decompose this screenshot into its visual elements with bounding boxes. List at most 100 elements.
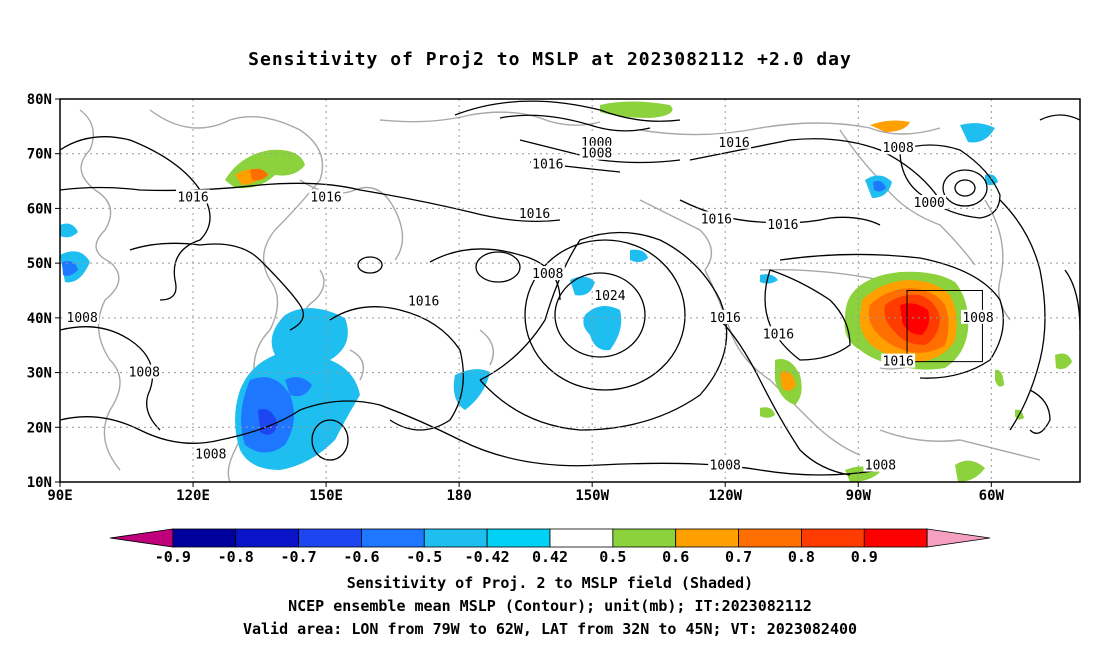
colorbar-label: -0.6 [343, 548, 379, 566]
contour-label-bg [912, 194, 947, 209]
footer-line-2: NCEP ensemble mean MSLP (Contour); unit(… [288, 597, 812, 615]
colorbar-label: 0.6 [662, 548, 689, 566]
contour-label-bg [193, 446, 228, 461]
contour-label-bg [176, 189, 211, 204]
valid-area-box [906, 290, 983, 363]
colorbar-label: -0.42 [465, 548, 510, 566]
colorbar-label: 0.9 [851, 548, 878, 566]
contour-label-bg [881, 140, 916, 155]
negative-region-cpac [583, 306, 622, 351]
colorbar-segment [172, 528, 237, 548]
colorbar-segment [801, 528, 865, 548]
contour-label: 1008 [865, 459, 896, 474]
lon-label: 90E [47, 488, 72, 504]
colorbar-segment [298, 528, 362, 548]
lat-label: 70N [27, 147, 52, 163]
contour-label: 1016 [408, 294, 439, 309]
contour-label-bg [579, 145, 614, 160]
contour-label-bg [579, 134, 614, 149]
lat-label: 10N [27, 475, 52, 491]
contour-label-bg [309, 189, 344, 204]
contour-label: 1016 [767, 218, 798, 233]
contour-label: 1016 [763, 327, 794, 342]
colorbar: -0.9 -0.8 -0.7 -0.6 -0.5 -0.42 0.42 0.5 0.6 0.7 0.… [109, 528, 991, 566]
contour-label-bg [406, 293, 441, 308]
colorbar-segment [863, 528, 928, 548]
contour-label: 1008 [581, 147, 612, 162]
contour-label-bg [65, 309, 100, 324]
contour-label: 1016 [519, 207, 550, 222]
contour-label-bg [961, 309, 995, 324]
map-frame [59, 98, 1081, 483]
footer-line-1: Sensitivity of Proj. 2 to MSLP field (Sh… [346, 574, 754, 592]
lon-label: 150W [575, 488, 609, 504]
contour-label: 1000 [914, 196, 945, 211]
contour-label: 1016 [177, 190, 208, 205]
colorbar-label: -0.5 [406, 548, 442, 566]
colorbar-label: 0.7 [725, 548, 752, 566]
contour-label: 1016 [701, 212, 732, 227]
map-title: Sensitivity of Proj2 to MSLP at 20230821… [248, 49, 852, 70]
colorbar-segment [486, 528, 551, 548]
contour-label: 1008 [710, 459, 741, 474]
contour-label: 1024 [594, 289, 625, 304]
contour-label-bg [863, 457, 898, 472]
coastlines [79, 109, 1041, 482]
colorbar-segment [612, 528, 677, 548]
lon-label: 150E [309, 488, 343, 504]
lat-label: 60N [27, 201, 52, 217]
colorbar-segment [423, 528, 488, 548]
contour-label: 1016 [710, 311, 741, 326]
contour-label-bg [708, 457, 743, 472]
lat-label: 50N [27, 256, 52, 272]
lat-label: 40N [27, 311, 52, 327]
colorbar-label: -0.8 [218, 548, 254, 566]
contour-label: 1008 [129, 366, 160, 381]
contour-label: 1016 [532, 158, 563, 173]
contour-label: 1008 [962, 311, 993, 326]
colorbar-segment [738, 528, 802, 548]
contour-label: 1008 [883, 141, 914, 156]
footer-line-3: Valid area: LON from 79W to 62W, LAT fro… [242, 620, 858, 638]
contour-label-bg [717, 134, 752, 149]
contour-labels: 1016 1016 1016 1008 1016 1000 1008 1016 1024 1016… [65, 134, 995, 474]
gridlines [60, 99, 1080, 482]
lat-label: 30N [27, 366, 52, 382]
contour-label-bg [708, 309, 743, 324]
lon-label: 180 [446, 488, 471, 504]
lon-label: 120W [708, 488, 742, 504]
lon-label: 60W [979, 488, 1005, 504]
colorbar-label: -0.7 [281, 548, 317, 566]
contour-label: 1008 [67, 311, 98, 326]
contour-label-bg [530, 156, 565, 171]
contour-label-bg [530, 266, 565, 281]
colorbar-label: 0.5 [599, 548, 626, 566]
longitude-axis: 90E 120E 150E 180 150W 120W 90W 60W [47, 482, 1005, 504]
colorbar-label: 0.42 [532, 548, 568, 566]
contour-label-bg [592, 287, 627, 302]
lon-label: 120E [176, 488, 210, 504]
lat-label: 80N [27, 92, 52, 108]
lon-label: 90W [846, 488, 872, 504]
colorbar-label: -0.9 [155, 548, 191, 566]
contour-label: 1016 [718, 136, 749, 151]
sensitivity-shading [60, 101, 1072, 482]
colorbar-segment [235, 528, 299, 548]
lat-label: 20N [27, 420, 52, 436]
colorbar-label: 0.8 [788, 548, 815, 566]
colorbar-segment [549, 528, 614, 548]
colorbar-segment [675, 528, 739, 548]
contour-label-bg [699, 211, 734, 226]
contour-label: 1016 [310, 190, 341, 205]
contour-label: 1008 [195, 448, 226, 463]
latitude-axis: 80N 70N 60N 50N 40N 30N 20N 10N [27, 92, 60, 491]
contour-label-bg [765, 216, 800, 231]
contour-label: 1008 [532, 267, 563, 282]
colorbar-segment [109, 528, 174, 548]
contour-label-bg [517, 205, 552, 220]
contour-label-bg [127, 364, 162, 379]
contour-label-bg [881, 353, 916, 368]
contour-label-bg [761, 326, 796, 341]
colorbar-segment [926, 528, 991, 548]
